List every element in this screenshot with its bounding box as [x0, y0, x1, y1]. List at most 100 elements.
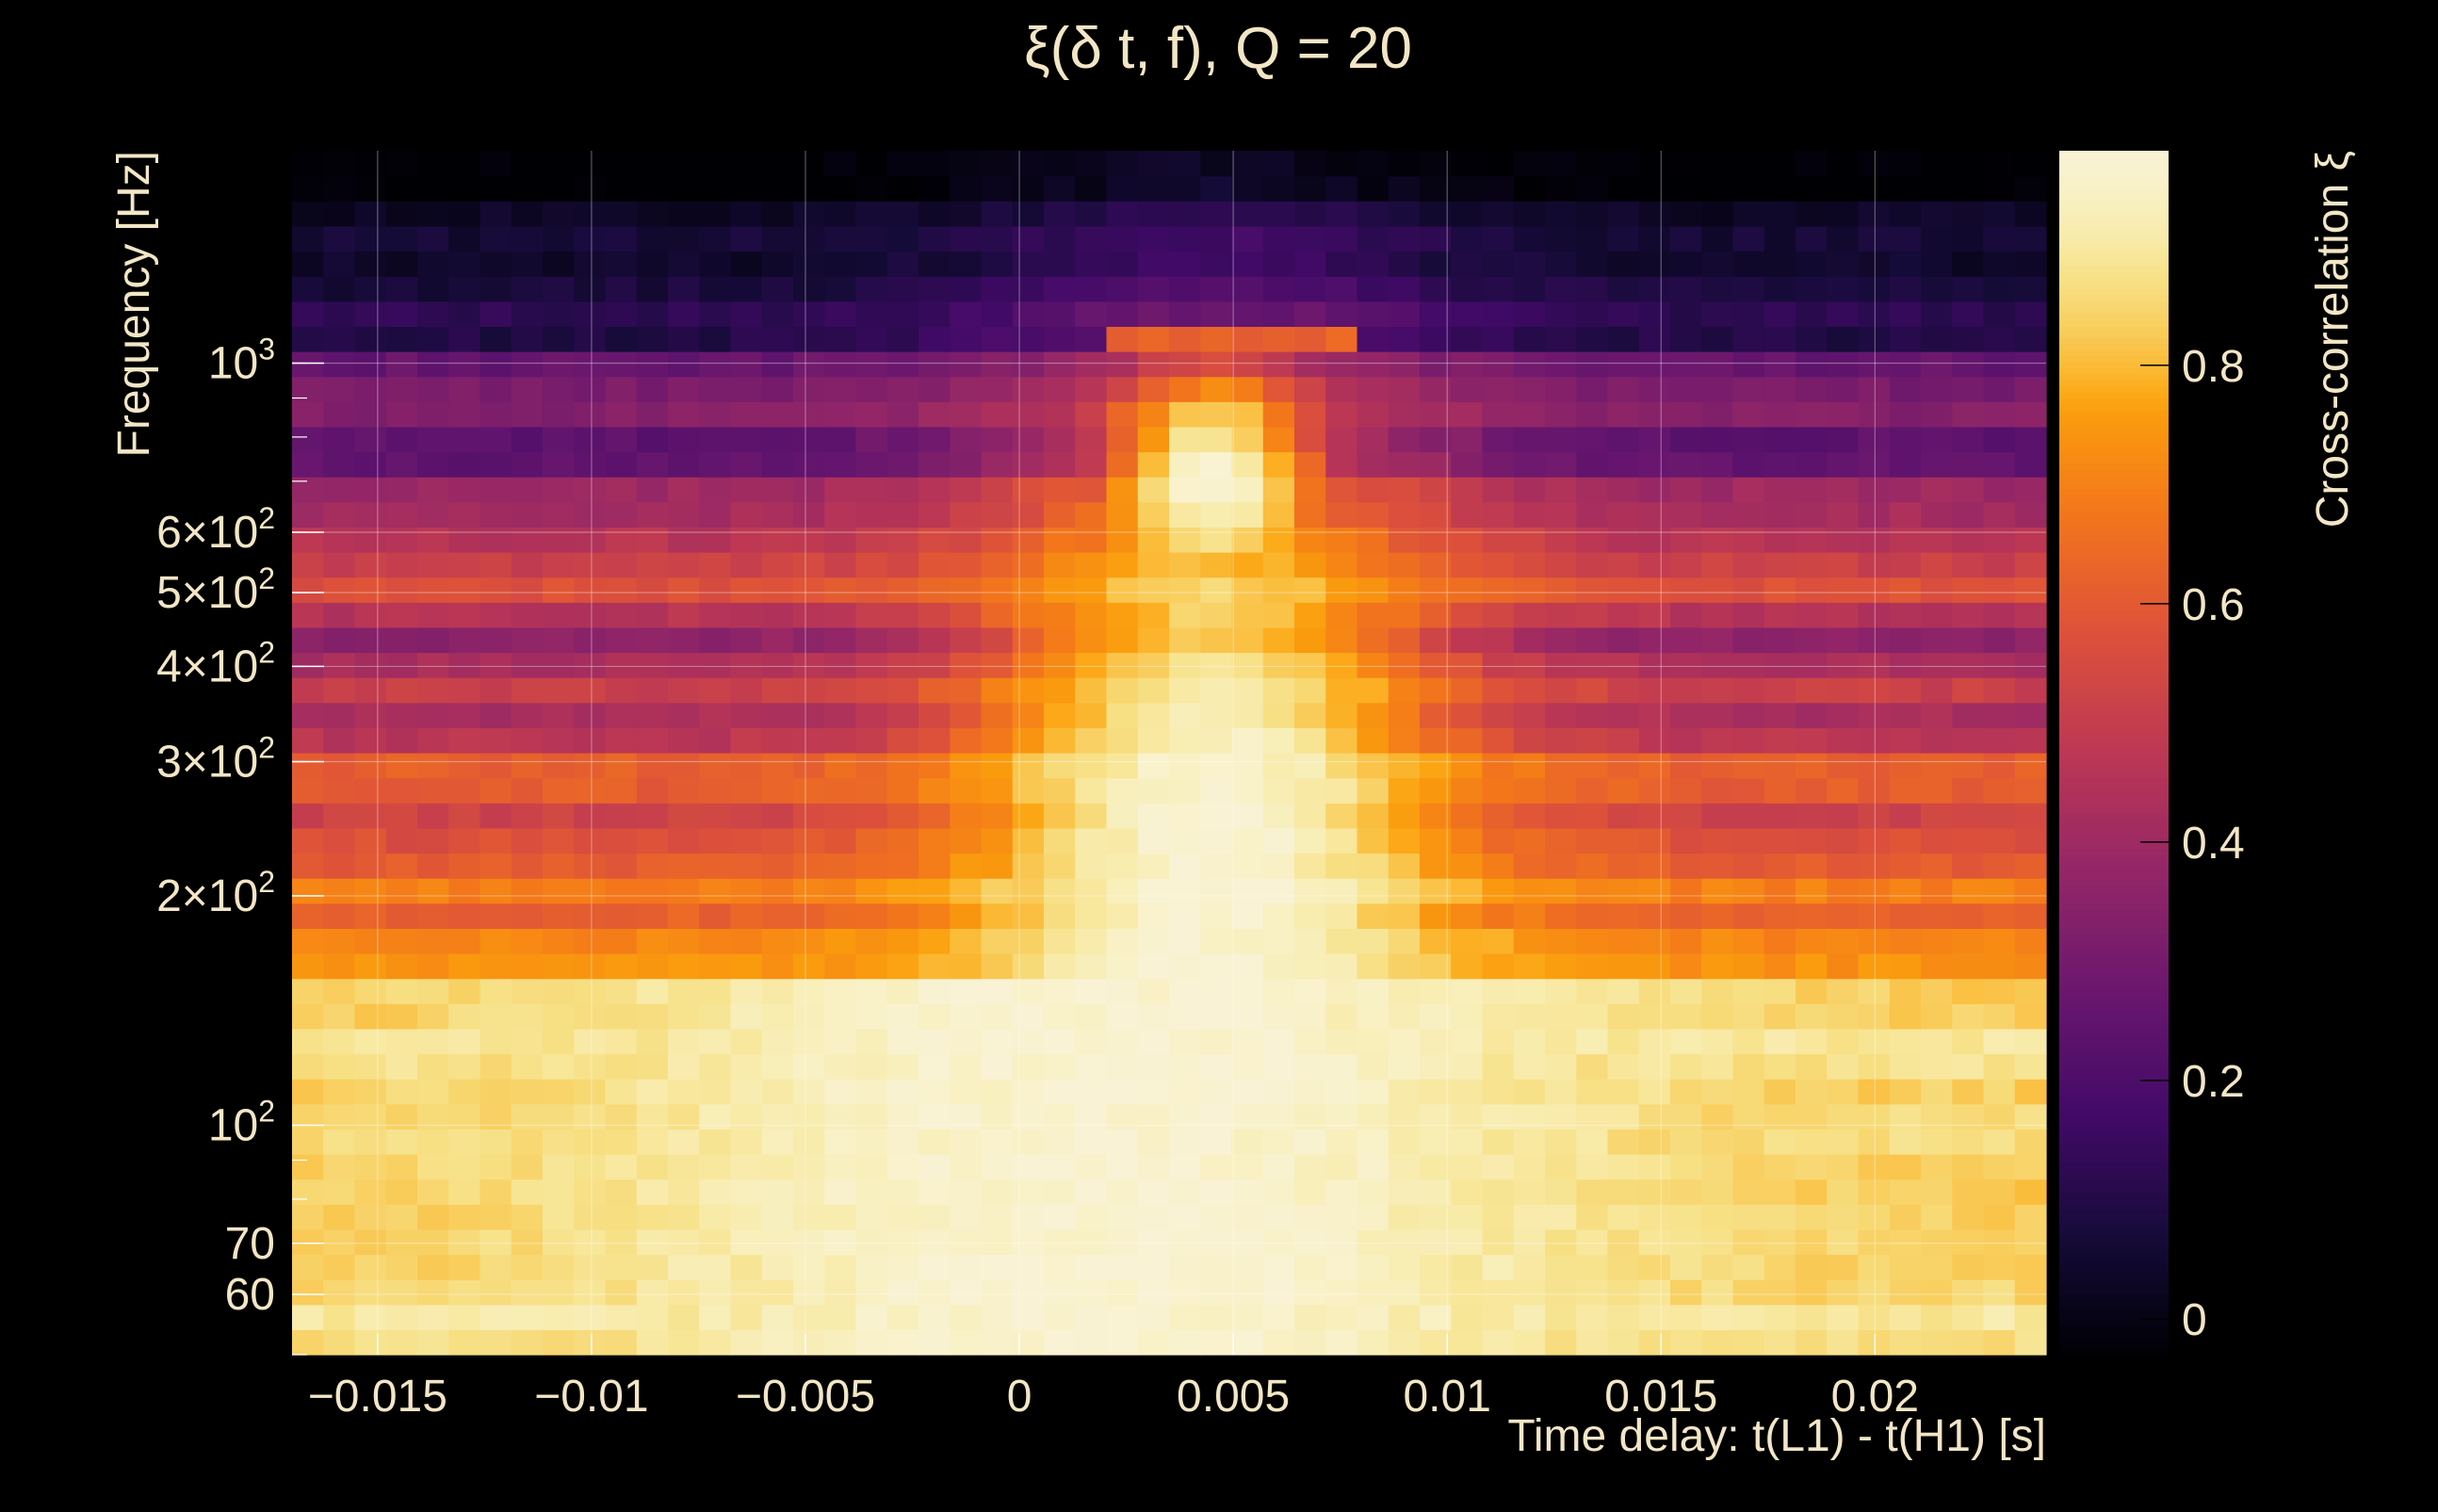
heatmap-cell [668, 602, 700, 628]
heatmap-cell [1325, 1028, 1358, 1055]
heatmap-cell [323, 527, 356, 553]
heatmap-cell [1763, 201, 1796, 227]
heatmap-cell [1607, 426, 1640, 453]
heatmap-cell [918, 677, 951, 704]
heatmap-cell [1106, 552, 1139, 578]
heatmap-cell [1075, 902, 1108, 929]
heatmap-cell [1545, 201, 1577, 227]
colorbar-segment [2059, 385, 2169, 393]
heatmap-cell [543, 501, 575, 528]
heatmap-cell [699, 853, 732, 879]
heatmap-cell [730, 527, 763, 553]
heatmap-cell [918, 1103, 951, 1130]
heatmap-cell [1325, 351, 1358, 378]
heatmap-cell [479, 1228, 512, 1256]
heatmap-cell [1200, 677, 1233, 704]
heatmap-cell [1357, 1329, 1390, 1356]
heatmap-cell [1420, 827, 1452, 854]
heatmap-cell [605, 1028, 638, 1055]
heatmap-cell [1137, 477, 1170, 503]
heatmap-cell [1044, 727, 1076, 754]
heatmap-cell [1889, 702, 1922, 728]
heatmap-cell [479, 626, 512, 654]
heatmap-cell [385, 1154, 418, 1180]
heatmap-cell [1670, 878, 1702, 904]
heatmap-cell [1889, 803, 1922, 829]
colorbar-segment [2059, 920, 2169, 929]
heatmap-cell [574, 626, 607, 654]
colorbar-segment [2059, 1318, 2169, 1325]
heatmap-cell [1169, 853, 1201, 879]
heatmap-cell [448, 1028, 481, 1055]
heatmap-cell [981, 1254, 1014, 1280]
heatmap-cell [1796, 552, 1828, 578]
heatmap-cell [1858, 702, 1891, 728]
x-tick-label: 0.02 [1831, 1372, 1919, 1422]
heatmap-cell [730, 351, 763, 378]
heatmap-cell [1231, 175, 1264, 202]
heatmap-cell [1294, 827, 1326, 854]
heatmap-cell [323, 727, 356, 754]
heatmap-cell [1670, 501, 1702, 528]
colorbar-segment [2059, 1325, 2169, 1332]
heatmap-cell [2014, 677, 2047, 704]
heatmap-cell [699, 1304, 732, 1330]
heatmap-cell [1763, 626, 1796, 654]
heatmap-cell [1169, 953, 1201, 980]
colorbar-tick-label: 0 [2182, 1295, 2207, 1345]
colorbar-segment [2059, 349, 2169, 357]
heatmap-cell [1796, 1304, 1828, 1330]
heatmap-cell [1545, 1003, 1577, 1030]
heatmap-cell [354, 853, 387, 879]
heatmap-cell [1701, 326, 1734, 352]
heatmap-cell [1513, 777, 1546, 804]
heatmap-cell [1545, 1053, 1577, 1080]
heatmap-cell [730, 878, 763, 904]
heatmap-cell [981, 803, 1014, 829]
heatmap-cell [636, 1228, 669, 1256]
heatmap-cell [605, 878, 638, 904]
heatmap-cell [605, 1179, 638, 1205]
heatmap-cell [2014, 1254, 2047, 1280]
heatmap-cell [1983, 803, 2016, 829]
heatmap-cell [1106, 827, 1139, 854]
heatmap-cell [385, 727, 418, 754]
heatmap-cell [1137, 351, 1170, 378]
colorbar-segment [2059, 247, 2169, 254]
heatmap-cell [636, 351, 669, 378]
heatmap-cell [1889, 978, 1922, 1004]
colorbar: 00.20.40.60.8 [2059, 151, 2245, 1356]
heatmap-cell [1701, 151, 1734, 177]
colorbar-segment [2059, 812, 2169, 821]
colorbar-segment [2059, 283, 2169, 290]
heatmap-cell [1827, 301, 1860, 327]
heatmap-cell [1044, 376, 1076, 402]
heatmap-cell [1388, 953, 1421, 980]
heatmap-cell [1075, 301, 1108, 327]
y-tick-label: 60 [225, 1270, 275, 1320]
heatmap-cell [1137, 853, 1170, 879]
heatmap-cell [981, 251, 1014, 277]
heatmap-cell [1607, 1254, 1640, 1280]
heatmap-cell [354, 1103, 387, 1130]
heatmap-cell [1169, 1254, 1201, 1280]
heatmap-cell [1513, 151, 1546, 177]
heatmap-cell [1607, 727, 1640, 754]
x-tick-label: −0.015 [308, 1372, 447, 1422]
heatmap-cell [699, 426, 732, 453]
heatmap-cell [824, 727, 857, 754]
heatmap-cell [1796, 1329, 1828, 1356]
colorbar-segment [2059, 656, 2169, 663]
heatmap-cell [2014, 1154, 2047, 1180]
heatmap-cell [511, 702, 544, 728]
heatmap-cell [292, 602, 324, 628]
heatmap-cell [1607, 527, 1640, 553]
heatmap-cell [1983, 376, 2016, 402]
colorbar-segment [2059, 174, 2169, 182]
heatmap-cell [479, 276, 512, 302]
heatmap-cell [824, 978, 857, 1004]
heatmap-cell [479, 201, 512, 227]
heatmap-cell [981, 1028, 1014, 1055]
colorbar-segment [2059, 313, 2169, 320]
heatmap-cell [1638, 401, 1671, 428]
